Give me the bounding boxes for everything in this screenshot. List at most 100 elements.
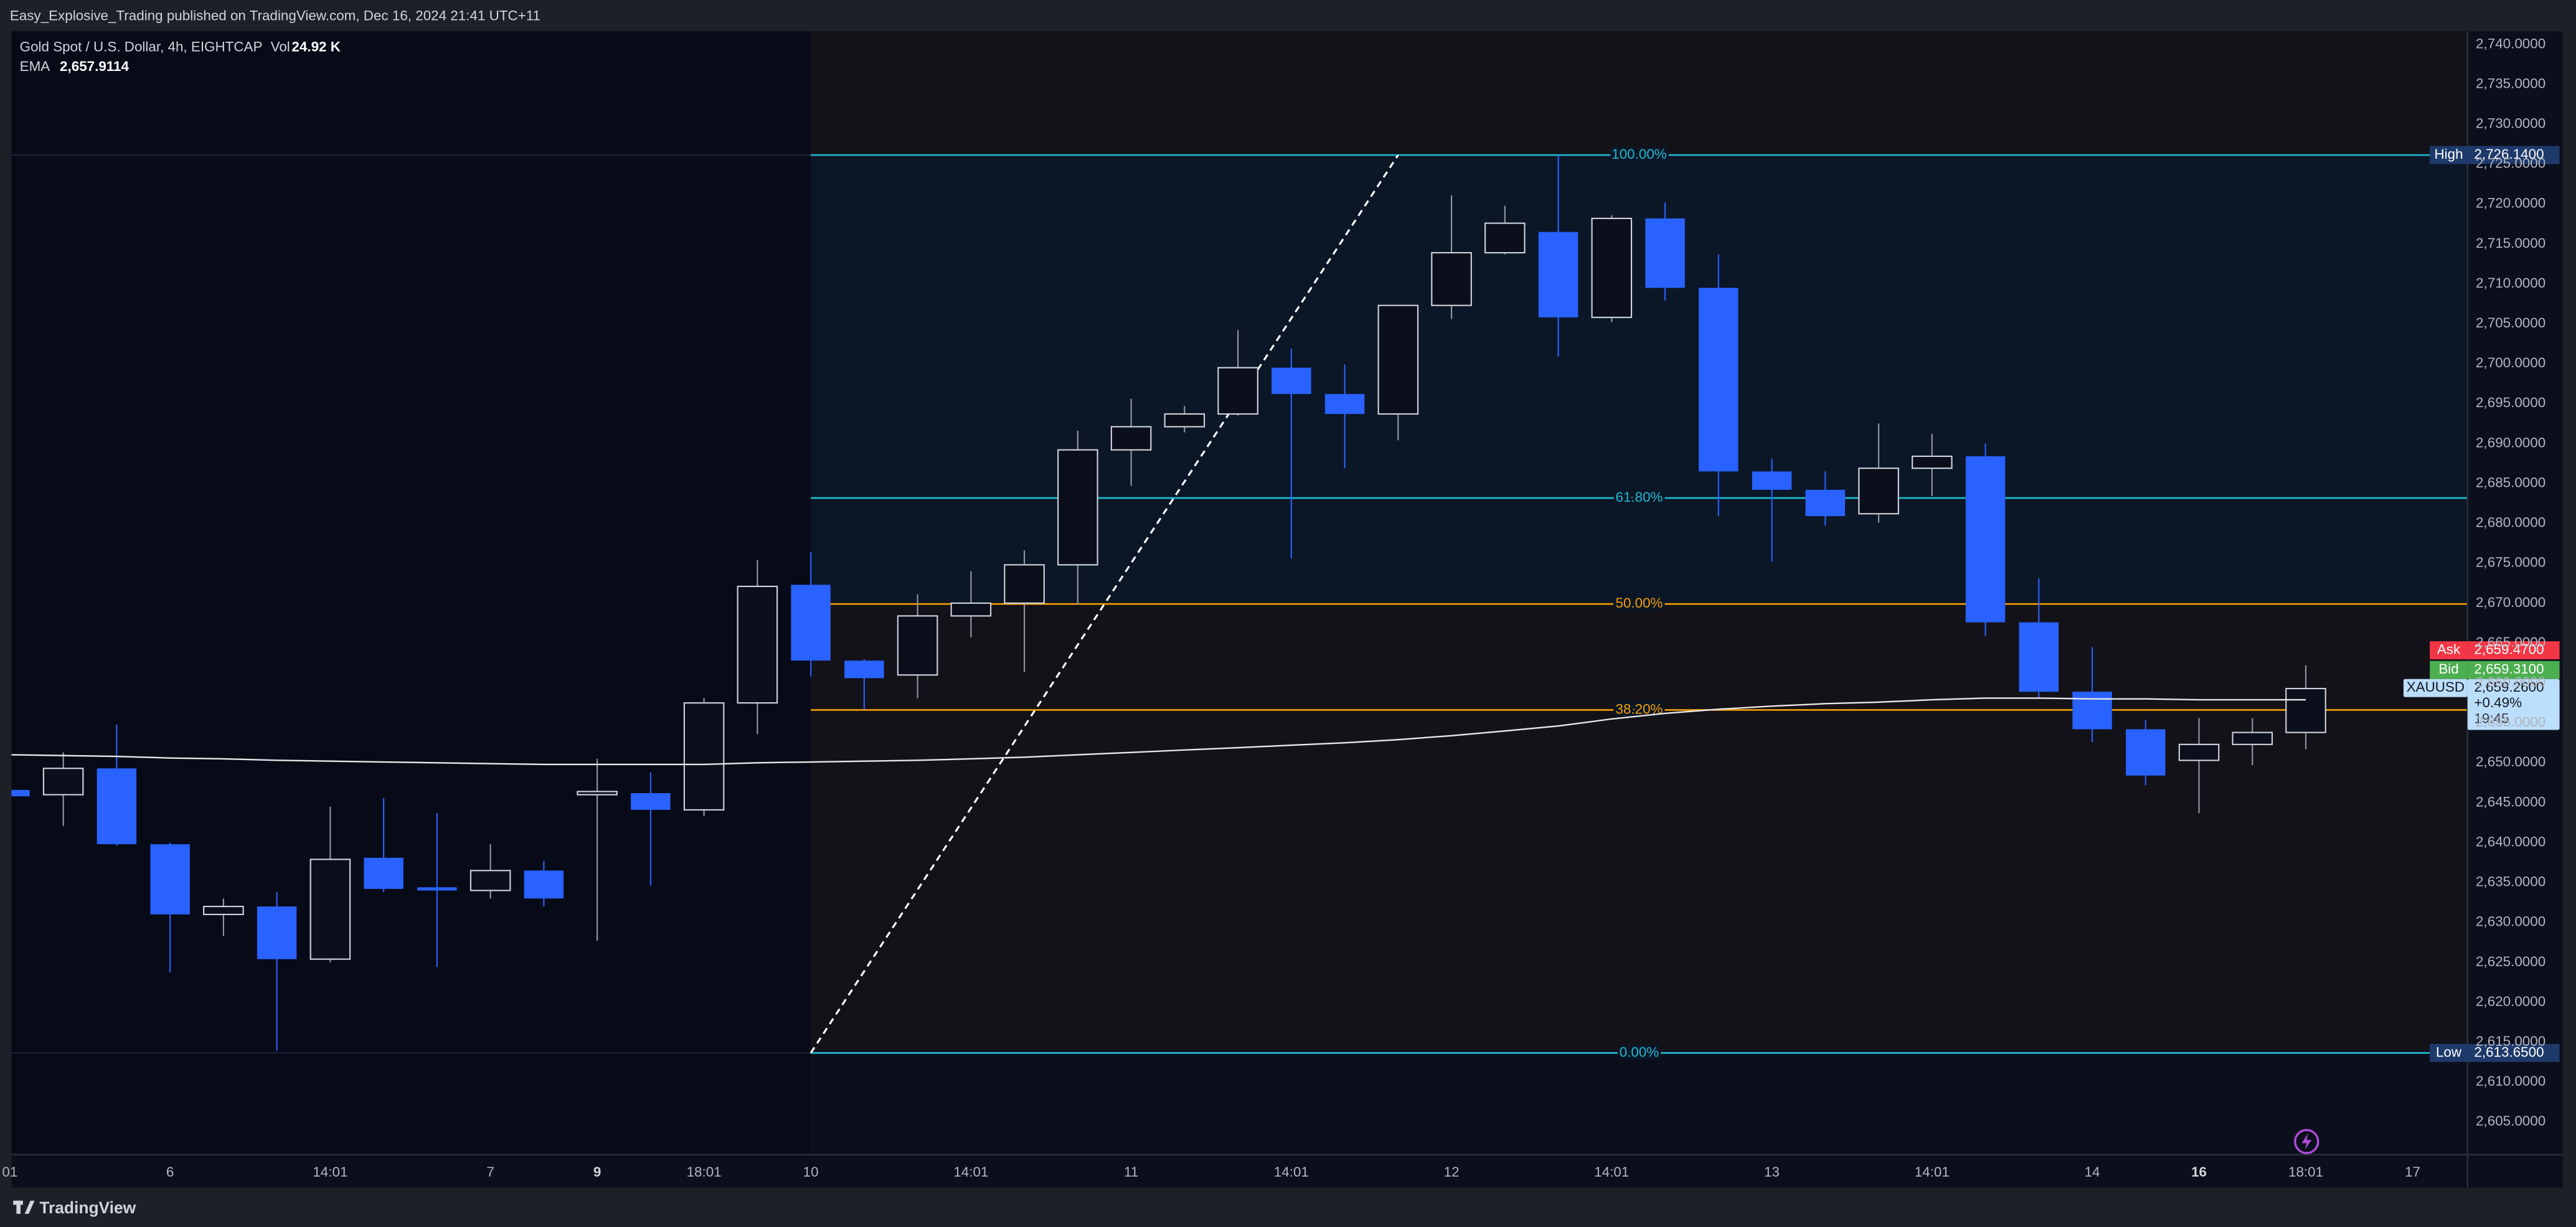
y-tick-label: 2,675.0000 — [2476, 555, 2545, 570]
candle-body — [203, 906, 244, 915]
candle-body — [1217, 367, 1258, 415]
x-tick-label: 01 — [2, 1164, 17, 1180]
x-tick-label: 13 — [1764, 1164, 1780, 1180]
y-tick-label: 2,645.0000 — [2476, 794, 2545, 809]
badge-name-bg — [2430, 661, 2468, 679]
candle-body — [577, 791, 618, 796]
y-tick-label: 2,650.0000 — [2476, 754, 2545, 769]
badge-name: Low — [2436, 1044, 2462, 1060]
candle-body — [1965, 456, 2006, 623]
legend-vol-value: 24.92 K — [291, 39, 340, 54]
candle-body — [631, 793, 671, 810]
legend-title: Gold Spot / U.S. Dollar, 4h, EIGHTCAP — [20, 39, 263, 54]
candle-body — [950, 602, 992, 617]
x-tick-label: 14:01 — [313, 1164, 347, 1180]
badge-value: 2,726.1400 — [2474, 146, 2544, 162]
fib-label: 0.00% — [1620, 1044, 1659, 1060]
y-tick-label: 2,655.0000 — [2476, 714, 2545, 730]
candle-body — [2019, 622, 2059, 692]
alert-bolt — [2301, 1133, 2312, 1150]
candle-body — [364, 857, 403, 889]
candle-body — [1164, 413, 1205, 428]
candle-body — [11, 789, 30, 797]
badge-name-bg — [2430, 641, 2468, 660]
legend-vol-label: Vol — [271, 39, 290, 54]
candle-body — [2232, 731, 2273, 745]
legend-ema-value: 2,657.9114 — [60, 59, 129, 74]
x-tick-label: 7 — [486, 1164, 494, 1180]
candle-body — [737, 585, 778, 704]
candle-body — [1484, 222, 1526, 254]
y-tick-label: 2,725.0000 — [2476, 156, 2545, 171]
badge-value: 2,659.4700 — [2474, 641, 2544, 657]
candle-body — [2178, 743, 2220, 761]
candle-body — [150, 844, 190, 914]
last-change: +0.49% — [2474, 695, 2522, 710]
y-tick-label: 2,635.0000 — [2476, 874, 2545, 890]
last-price: 2,659.2600 — [2474, 679, 2544, 695]
x-tick-label: 18:01 — [2288, 1164, 2323, 1180]
badge-value: 2,659.3100 — [2474, 661, 2544, 677]
candle-body — [1538, 232, 1578, 317]
badge-name: Ask — [2437, 641, 2461, 657]
candle-body — [1591, 217, 1633, 318]
x-tick-label: 14:01 — [1274, 1164, 1309, 1180]
legend-ema-name: EMA — [20, 59, 50, 74]
badge-value-bg — [2467, 146, 2560, 164]
history-region — [11, 31, 811, 1155]
candle-body — [844, 661, 884, 679]
candle-body — [309, 858, 351, 960]
fib-label: 100.00% — [1611, 146, 1667, 162]
fib-trend-line — [809, 154, 1399, 1054]
badge-name-bg — [2430, 146, 2468, 164]
candle-body — [2072, 692, 2112, 730]
y-tick-label: 2,670.0000 — [2476, 595, 2545, 610]
y-tick-label: 2,605.0000 — [2476, 1113, 2545, 1129]
y-tick-label: 2,620.0000 — [2476, 994, 2545, 1009]
x-tick-label: 14 — [2085, 1164, 2100, 1180]
candle-body — [1699, 288, 1739, 472]
candle-body — [257, 906, 297, 959]
last-symbol-bg — [2403, 679, 2468, 697]
x-tick-label: 9 — [593, 1164, 601, 1180]
y-tick-label: 2,700.0000 — [2476, 355, 2545, 370]
fib-label: 61.80% — [1615, 489, 1663, 505]
y-tick-label: 2,730.0000 — [2476, 115, 2545, 131]
candle-body — [1377, 304, 1419, 415]
candle-body — [897, 615, 938, 676]
x-tick-label: 12 — [1444, 1164, 1460, 1180]
candle-body — [97, 768, 137, 845]
badge-value-bg — [2467, 661, 2560, 679]
y-tick-label: 2,720.0000 — [2476, 195, 2545, 211]
publish-info: Easy_Explosive_Trading published on Trad… — [10, 7, 540, 23]
ema-line — [11, 697, 2306, 766]
last-price-bg — [2467, 679, 2560, 730]
badge-value-bg — [2467, 641, 2560, 660]
candle-body — [1858, 468, 1899, 515]
x-tick-label: 14:01 — [953, 1164, 988, 1180]
candle-body — [2126, 729, 2166, 776]
y-tick-label: 2,625.0000 — [2476, 954, 2545, 969]
candle-body — [1004, 564, 1045, 604]
footer-brand: TradingView — [39, 1198, 136, 1217]
y-tick-label: 2,695.0000 — [2476, 395, 2545, 410]
badge-value-bg — [2467, 1043, 2560, 1062]
fib-label: 50.00% — [1615, 595, 1663, 611]
overlay: High 2,726.1400 Low 2,613.6500 Ask 2,659.4700… — [20, 39, 2560, 1062]
y-tick-label: 2,665.0000 — [2476, 634, 2545, 650]
x-tick-label: 14:01 — [1594, 1164, 1629, 1180]
y-tick-label: 2,660.0000 — [2476, 674, 2545, 690]
x-tick-label: 10 — [803, 1164, 819, 1180]
candle-body — [1912, 455, 1953, 469]
candle-body — [417, 887, 457, 891]
footer-logo — [13, 1200, 35, 1214]
candle-body — [469, 870, 511, 891]
x-tick-label: 6 — [166, 1164, 174, 1180]
badge-name: High — [2434, 146, 2463, 162]
y-tick-label: 2,710.0000 — [2476, 275, 2545, 291]
alert-icon[interactable] — [2294, 1129, 2319, 1154]
x-tick-label: 16 — [2191, 1164, 2207, 1180]
candle-body — [42, 768, 84, 796]
